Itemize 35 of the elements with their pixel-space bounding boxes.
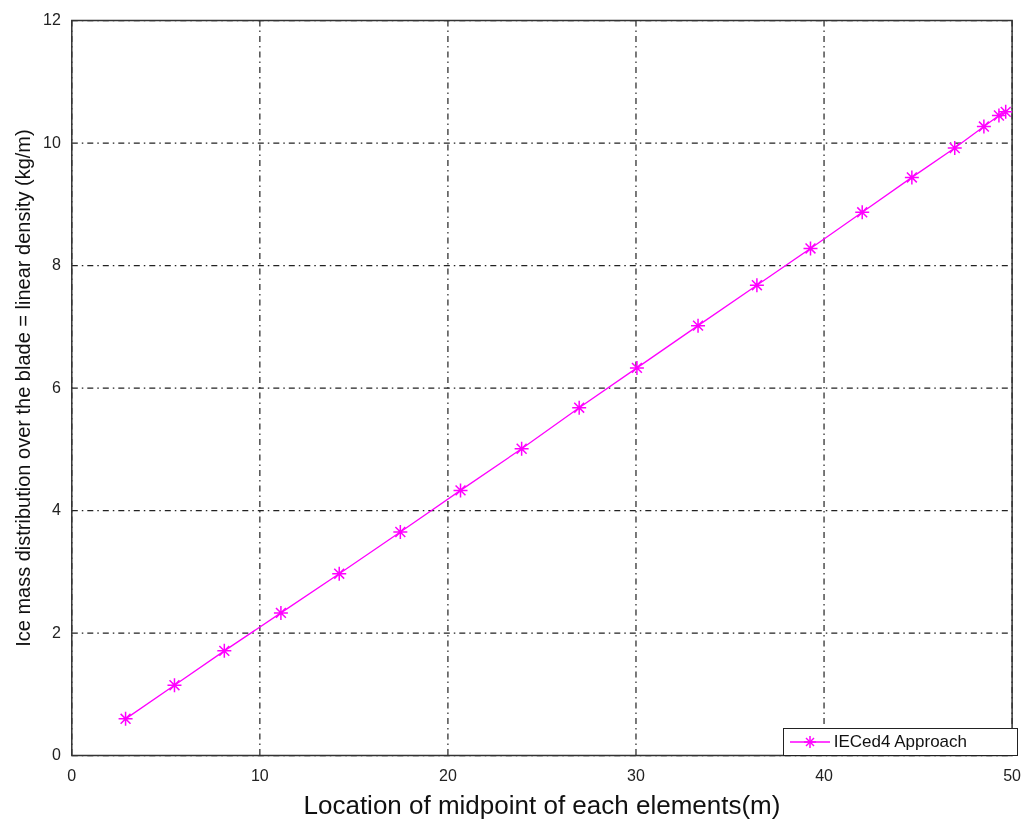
point — [629, 360, 645, 376]
legend-label: IECed4 Approach — [833, 732, 967, 752]
x-tick-label: 10 — [250, 766, 269, 784]
x-tick-label: 20 — [439, 766, 457, 784]
x-axis-title: Location of midpoint of each elements(m) — [303, 789, 781, 820]
point — [690, 317, 706, 334]
point — [946, 140, 963, 156]
point — [749, 277, 765, 293]
point — [331, 565, 347, 582]
point — [991, 107, 1007, 124]
y-tick-label: 2 — [51, 623, 61, 641]
point — [571, 399, 587, 416]
y-tick-label: 10 — [43, 133, 61, 151]
x-tick-label: 50 — [1003, 766, 1022, 784]
point — [392, 524, 409, 540]
point — [904, 169, 920, 186]
y-tick-label: 4 — [51, 501, 61, 519]
y-tick-label: 6 — [51, 378, 61, 396]
point — [452, 482, 469, 499]
y-tick-label: 12 — [43, 11, 61, 29]
x-tick-label: 30 — [627, 766, 645, 784]
point — [273, 605, 289, 621]
x-tick-label: 0 — [67, 766, 77, 784]
point — [997, 104, 1013, 120]
point — [117, 711, 134, 727]
point — [802, 240, 819, 257]
y-axis-title: Ice mass distribution over the blade = linear density (kg/m) — [11, 129, 34, 647]
y-tick-label: 8 — [51, 256, 61, 274]
x-tick-label: 40 — [815, 766, 834, 784]
y-tick-label: 0 — [51, 746, 61, 764]
point — [166, 677, 183, 693]
point — [216, 643, 233, 659]
point — [976, 118, 992, 135]
point — [854, 204, 870, 221]
point — [513, 440, 530, 457]
